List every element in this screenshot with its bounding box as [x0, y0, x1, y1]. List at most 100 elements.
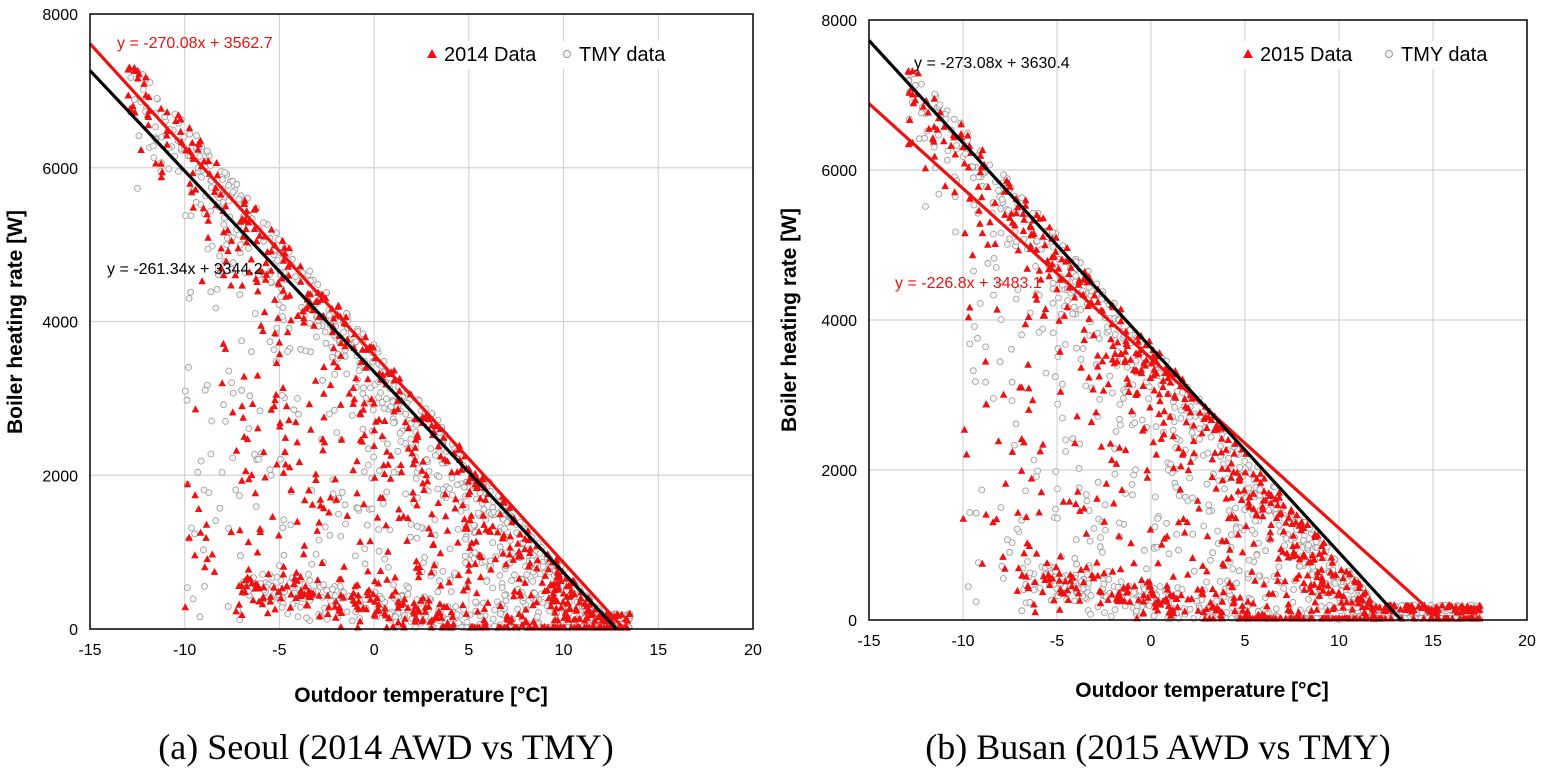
awd-data-point	[1115, 443, 1124, 451]
awd-data-point	[238, 611, 246, 618]
tmy-data-point	[982, 343, 990, 351]
awd-data-point	[219, 228, 228, 236]
tmy-data-point	[996, 358, 1004, 366]
awd-data-point	[1127, 407, 1136, 415]
awd-data-point	[1163, 585, 1172, 593]
awd-data-point	[1149, 438, 1158, 446]
awd-data-point	[1089, 574, 1098, 582]
awd-data-point	[557, 577, 565, 585]
awd-data-point	[124, 91, 133, 99]
legend-label-awd: 2014 Data	[444, 44, 537, 66]
awd-data-point	[1157, 540, 1166, 548]
awd-data-point	[1410, 606, 1418, 614]
awd-data-point	[1213, 603, 1222, 611]
awd-data-point	[286, 603, 295, 611]
awd-data-point	[380, 417, 389, 424]
awd-data-point	[1193, 496, 1202, 504]
awd-data-point	[383, 575, 391, 583]
awd-data-point	[1236, 593, 1244, 601]
awd-data-point	[488, 522, 497, 530]
awd-data-point	[210, 188, 219, 195]
awd-data-point	[349, 384, 358, 391]
awd-data-point	[213, 171, 222, 179]
tmy-data-point	[453, 611, 461, 618]
tmy-data-point	[1069, 435, 1077, 443]
awd-data-point	[404, 603, 412, 611]
tmy-data-point	[292, 273, 299, 281]
awd-data-point	[1293, 541, 1301, 549]
tmy-data-point	[1272, 605, 1280, 613]
awd-data-point	[449, 620, 458, 628]
awd-data-point	[401, 418, 410, 426]
awd-data-point	[411, 415, 419, 423]
tmy-data-point	[205, 489, 213, 497]
awd-data-point	[1216, 611, 1225, 619]
awd-data-point	[131, 108, 139, 116]
awd-data-point	[1227, 473, 1235, 481]
tmy-data-point	[1331, 580, 1339, 587]
awd-data-point	[244, 538, 253, 546]
awd-data-point	[560, 613, 568, 621]
awd-data-point	[320, 363, 328, 371]
tmy-data-point	[187, 524, 195, 532]
awd-data-point	[924, 108, 932, 116]
awd-data-point	[285, 291, 294, 299]
awd-data-point	[1339, 603, 1347, 611]
awd-data-point	[1126, 355, 1135, 363]
awd-data-point	[1249, 539, 1258, 547]
awd-data-point	[529, 601, 537, 609]
awd-data-point	[1251, 576, 1259, 584]
awd-data-point	[940, 137, 948, 145]
tmy-data-point	[383, 488, 391, 496]
tmy-data-point	[1179, 389, 1186, 397]
tmy-data-point	[1196, 435, 1203, 443]
awd-data-point	[372, 417, 380, 425]
awd-data-point	[1096, 599, 1105, 607]
tmy-data-point	[279, 313, 286, 320]
awd-data-point	[427, 568, 436, 576]
plot-frame	[868, 19, 1528, 621]
tmy-data-point	[1114, 584, 1122, 591]
tmy-data-point	[380, 404, 388, 412]
awd-data-point	[516, 591, 525, 599]
tmy-data-point	[294, 395, 301, 402]
tmy-data-point	[1072, 536, 1080, 543]
awd-data-point	[419, 594, 427, 602]
tmy-data-point	[1265, 506, 1273, 514]
awd-data-point	[157, 173, 166, 181]
tmy-data-point	[1070, 303, 1078, 311]
awd-data-point	[466, 543, 474, 551]
tmy-data-point	[384, 564, 392, 571]
tmy-data-point	[1248, 526, 1256, 534]
tmy-data-point	[229, 454, 237, 462]
awd-data-point	[1045, 581, 1054, 588]
awd-data-point	[1056, 275, 1065, 283]
awd-data-point	[964, 131, 972, 139]
awd-data-point	[1095, 587, 1104, 595]
awd-data-point	[473, 607, 482, 615]
chart-panel-busan: y = -226.8x + 3483.1 y = -273.08x + 3630.…	[772, 0, 1544, 773]
tmy-data-point	[1054, 514, 1061, 522]
awd-data-point	[1155, 410, 1163, 418]
awd-data-point	[509, 592, 518, 600]
awd-data-point	[210, 567, 219, 575]
tmy-data-point	[460, 483, 468, 491]
awd-data-point	[1074, 487, 1082, 495]
tmy-data-point	[221, 169, 229, 176]
awd-data-point	[439, 433, 448, 441]
tmy-data-point	[1018, 194, 1026, 202]
tmy-data-point	[1042, 369, 1050, 377]
awd-data-point	[382, 521, 390, 529]
awd-data-point	[1115, 532, 1123, 540]
awd-data-point	[1343, 583, 1351, 591]
awd-data-point	[189, 169, 197, 177]
awd-data-point	[1267, 499, 1275, 507]
tmy-data-point	[325, 410, 333, 418]
awd-data-point	[1211, 448, 1219, 456]
awd-data-point	[1166, 378, 1175, 386]
scatter-points	[124, 63, 634, 631]
tmy-data-point	[1190, 567, 1198, 575]
tmy-data-point	[370, 453, 378, 461]
awd-data-point	[281, 433, 290, 441]
awd-data-point	[914, 69, 922, 77]
